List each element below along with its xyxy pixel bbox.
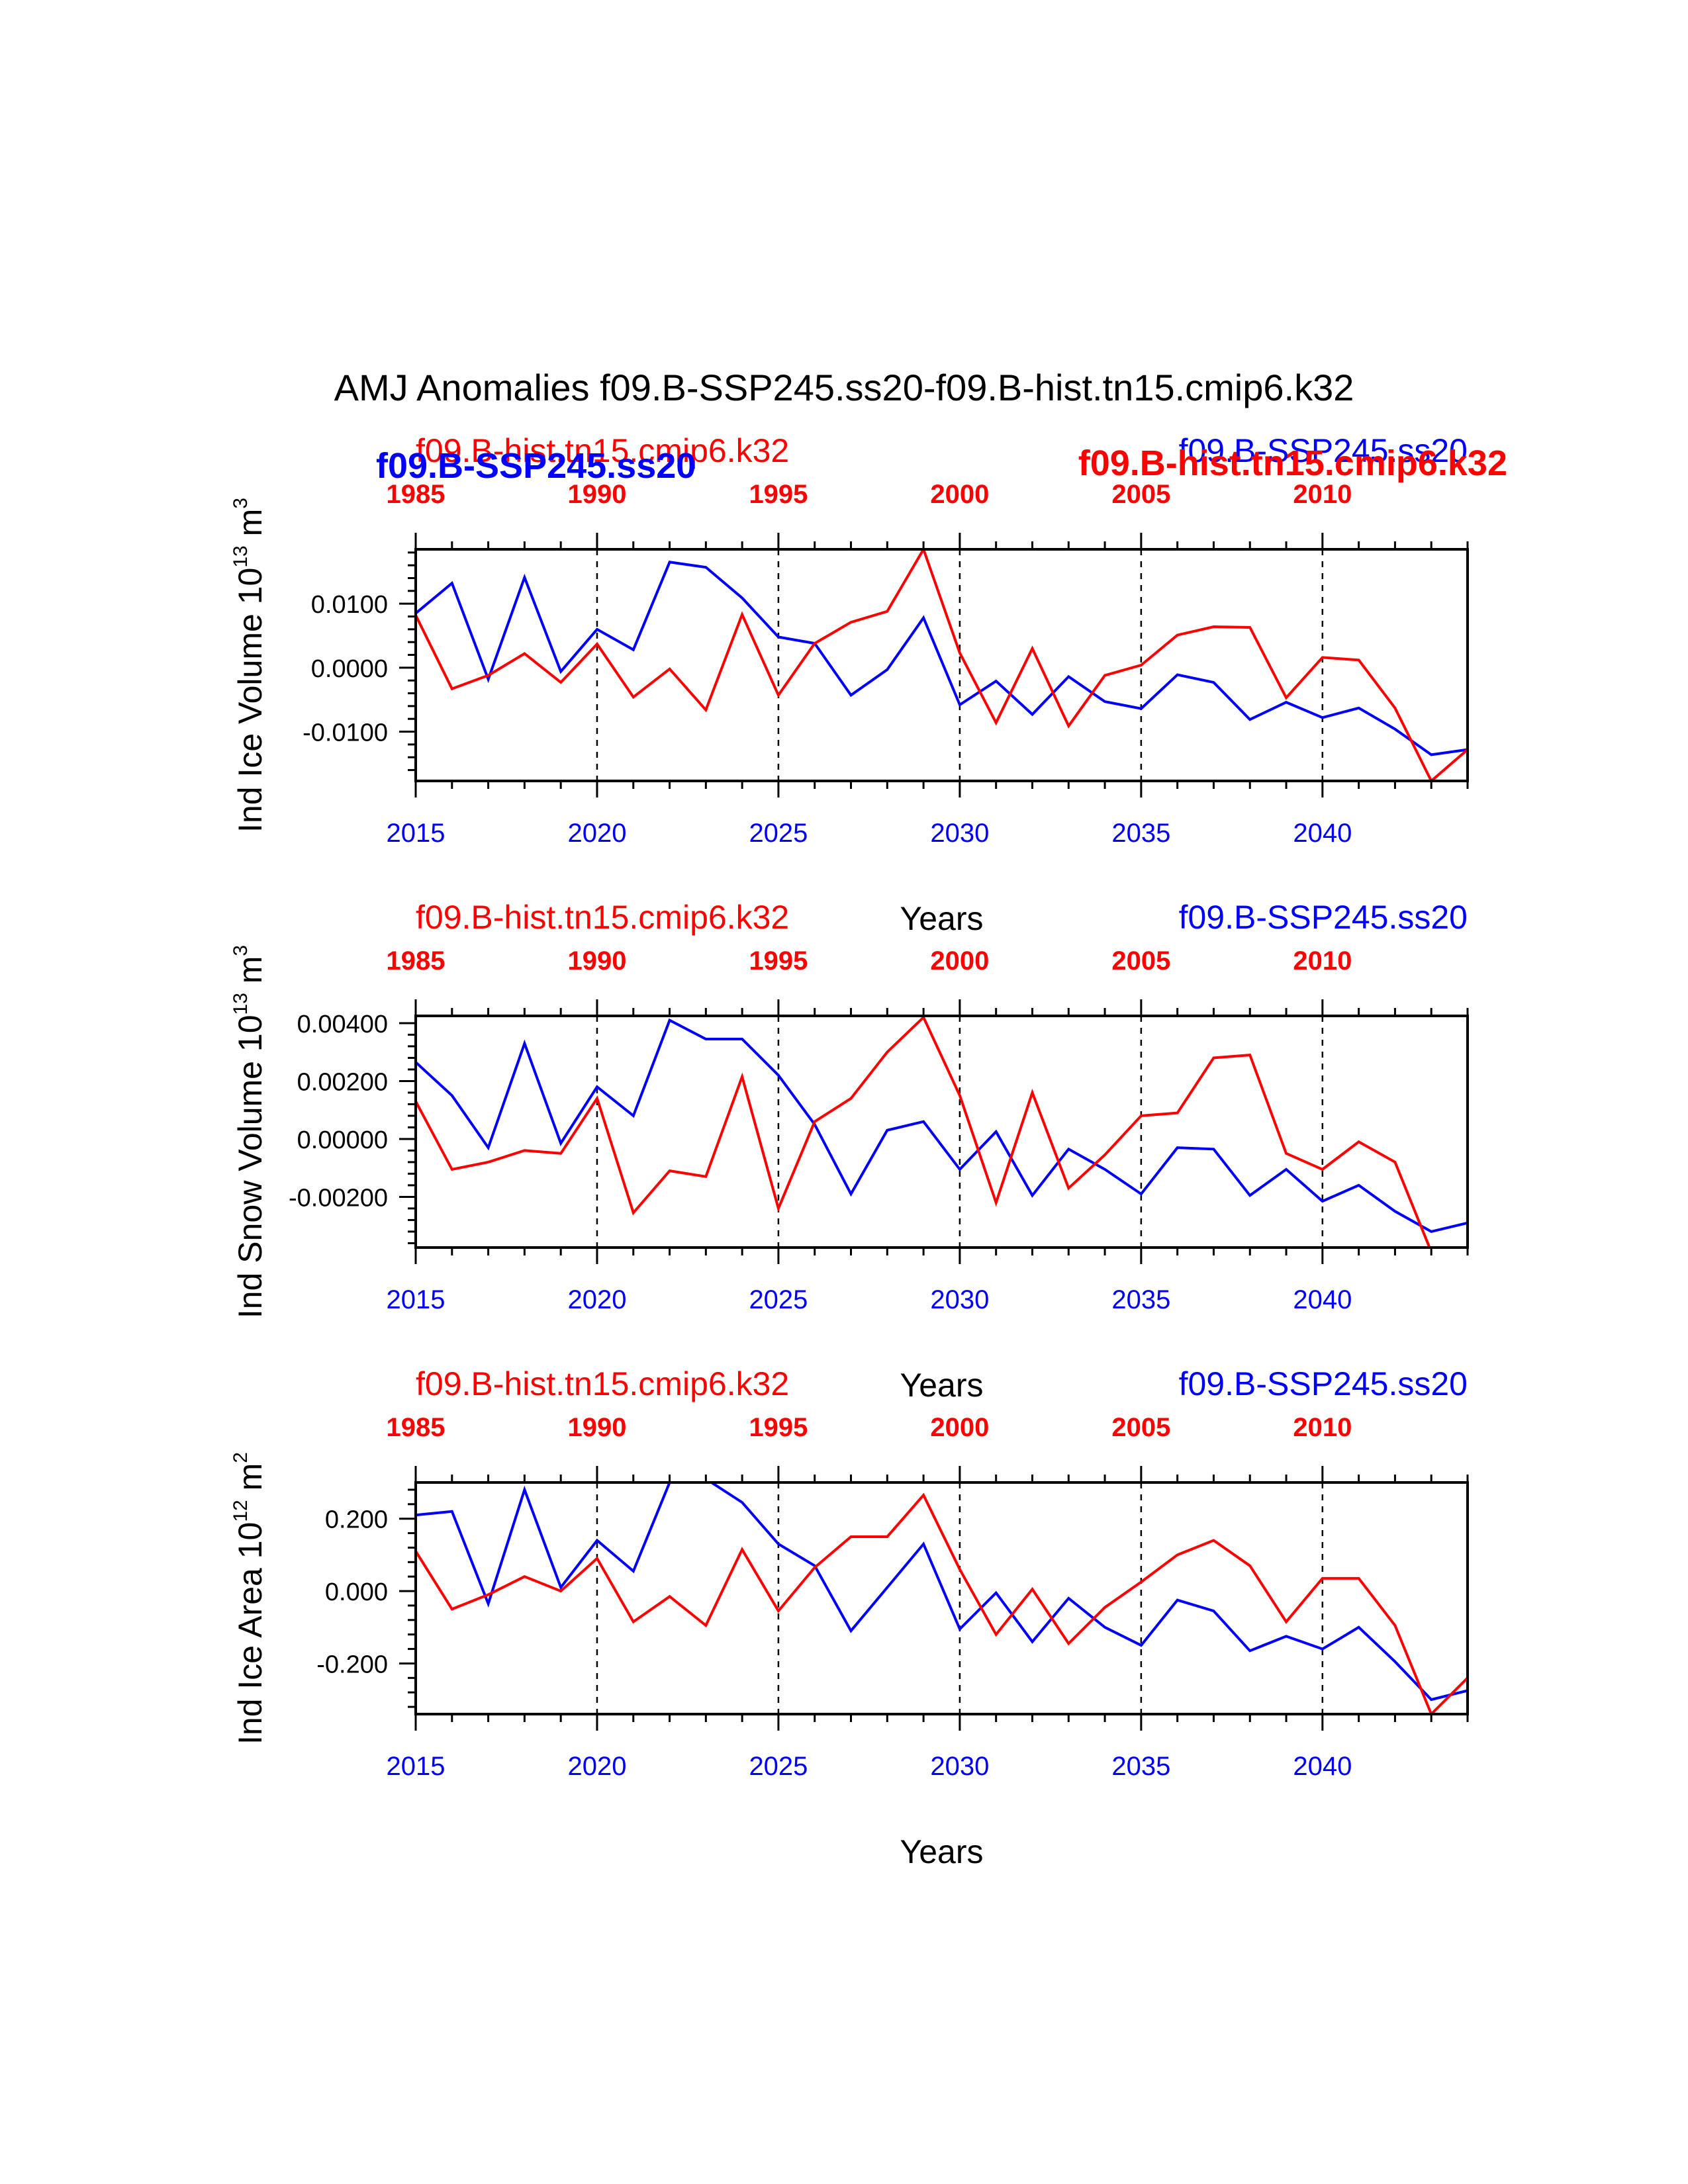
x-tick-label-bottom: 2020 <box>567 1752 626 1781</box>
y-tick-label: 0.00200 <box>297 1068 388 1096</box>
x-tick-label-top: 1995 <box>749 946 808 976</box>
y-tick-label: -0.00200 <box>289 1184 388 1212</box>
x-tick-label-top: 1990 <box>567 946 626 976</box>
y-tick-label: 0.00000 <box>297 1126 388 1154</box>
x-tick-label-bottom: 2015 <box>387 819 445 848</box>
x-tick-label-top: 2000 <box>930 946 989 976</box>
x-tick-label-top: 2005 <box>1111 480 1170 509</box>
plot-frame <box>414 548 1469 782</box>
x-tick-label-top: 1985 <box>387 480 445 509</box>
x-tick-label-top: 1985 <box>387 1413 445 1442</box>
legend-label-ssp-bold: f09.B-SSP245.ss20 <box>376 446 696 486</box>
x-tick-label-bottom: 2035 <box>1111 819 1170 848</box>
y-axis-title: Ind Ice Volume 1013 m3 <box>230 498 269 833</box>
y-tick-label: 0.000 <box>325 1578 388 1606</box>
plot-frame <box>414 1481 1469 1715</box>
series-label-ssp: f09.B-SSP245.ss20 <box>1179 1365 1468 1402</box>
x-tick-label-top: 1990 <box>567 480 626 509</box>
series-line-hist <box>416 1016 1431 1248</box>
x-tick-label-top: 1995 <box>749 1413 808 1442</box>
x-axis-title: Years <box>900 1367 983 1404</box>
y-axis-title: Ind Snow Volume 1013 m3 <box>230 945 269 1318</box>
y-tick-label: 0.0000 <box>311 655 388 683</box>
x-tick-label-top: 2005 <box>1111 946 1170 976</box>
x-tick-label-bottom: 2030 <box>930 819 989 848</box>
series-label-hist: f09.B-hist.tn15.cmip6.k32 <box>416 1365 789 1402</box>
x-tick-label-bottom: 2035 <box>1111 1285 1170 1314</box>
x-tick-label-bottom: 2020 <box>567 819 626 848</box>
series-line-ssp <box>416 1482 1468 1702</box>
x-axis-title: Years <box>900 1833 983 1870</box>
y-tick-label: 0.0100 <box>311 591 388 619</box>
x-tick-label-bottom: 2040 <box>1293 819 1352 848</box>
x-tick-label-top: 1990 <box>567 1413 626 1442</box>
x-tick-label-bottom: 2025 <box>749 1752 808 1781</box>
x-tick-label-top: 1985 <box>387 946 445 976</box>
series-label-hist: f09.B-hist.tn15.cmip6.k32 <box>416 899 789 936</box>
x-tick-label-top: 2010 <box>1293 946 1352 976</box>
y-tick-label: -0.200 <box>316 1651 388 1678</box>
series-line-hist <box>416 549 1468 781</box>
y-axis-title: Ind Ice Area 1012 m2 <box>230 1452 269 1745</box>
y-tick-label: 0.00400 <box>297 1011 388 1038</box>
series-line-ssp <box>416 561 1468 756</box>
x-tick-label-bottom: 2030 <box>930 1752 989 1781</box>
x-tick-label-bottom: 2025 <box>749 819 808 848</box>
panel-3: 2015 2020 2025 2030 2035 2040 1985 1990 1995 2000… <box>230 1365 1469 1870</box>
x-tick-label-top: 2000 <box>930 480 989 509</box>
panels: 2015 2020 2025 2030 2035 2040 1985 1990 1995 2000… <box>230 432 1507 1870</box>
x-tick-label-bottom: 2015 <box>387 1285 445 1314</box>
x-tick-label-bottom: 2040 <box>1293 1285 1352 1314</box>
x-tick-label-bottom: 2020 <box>567 1285 626 1314</box>
main-title: AMJ Anomalies f09.B-SSP245.ss20-f09.B-hi… <box>334 367 1354 408</box>
series-line-ssp <box>416 1018 1468 1234</box>
panel-2: 2015 2020 2025 2030 2035 2040 1985 1990 1995 2000… <box>230 899 1469 1404</box>
x-tick-label-top: 2005 <box>1111 1413 1170 1442</box>
x-tick-label-bottom: 2015 <box>387 1752 445 1781</box>
plot-frame <box>414 1015 1469 1249</box>
x-tick-label-top: 2010 <box>1293 480 1352 509</box>
series-line-hist <box>416 1492 1468 1714</box>
x-tick-label-top: 1995 <box>749 480 808 509</box>
x-tick-label-bottom: 2040 <box>1293 1752 1352 1781</box>
x-tick-label-bottom: 2025 <box>749 1285 808 1314</box>
panel-1: 2015 2020 2025 2030 2035 2040 1985 1990 1995 2000… <box>230 432 1507 937</box>
legend-label-hist-bold: f09.B-hist.tn15.cmip6.k32 <box>1078 443 1507 483</box>
x-axis-title: Years <box>900 900 983 937</box>
x-tick-label-top: 2000 <box>930 1413 989 1442</box>
x-tick-label-bottom: 2030 <box>930 1285 989 1314</box>
series-label-ssp: f09.B-SSP245.ss20 <box>1179 899 1468 936</box>
y-tick-label: -0.0100 <box>303 719 388 747</box>
y-tick-label: 0.200 <box>325 1506 388 1534</box>
series-label-hist: f09.B-hist.tn15.cmip6.k32 <box>416 432 789 469</box>
x-tick-label-bottom: 2035 <box>1111 1752 1170 1781</box>
series-label-ssp: f09.B-SSP245.ss20 <box>1179 432 1468 469</box>
x-tick-label-top: 2010 <box>1293 1413 1352 1442</box>
